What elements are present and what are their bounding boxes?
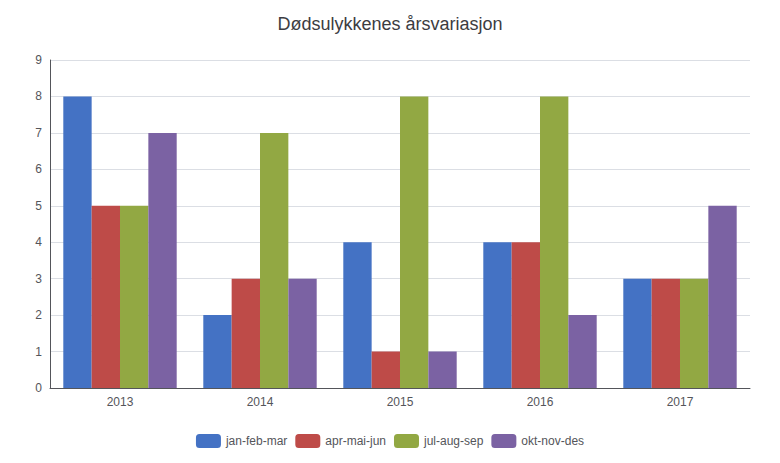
svg-text:2014: 2014 [247,395,274,409]
svg-text:5: 5 [35,199,42,213]
svg-text:9: 9 [35,53,42,67]
svg-text:2013: 2013 [107,395,134,409]
svg-text:3: 3 [35,272,42,286]
svg-text:2016: 2016 [527,395,554,409]
svg-text:4: 4 [35,235,42,249]
svg-text:jan-feb-mar: jan-feb-mar [225,434,287,448]
svg-text:1: 1 [35,345,42,359]
svg-text:2017: 2017 [667,395,694,409]
svg-text:2015: 2015 [387,395,414,409]
svg-text:8: 8 [35,89,42,103]
svg-text:0: 0 [35,381,42,395]
svg-text:6: 6 [35,162,42,176]
svg-text:Dødsulykkenes årsvariasjon: Dødsulykkenes årsvariasjon [277,14,502,34]
svg-text:okt-nov-des: okt-nov-des [521,434,584,448]
svg-text:apr-mai-jun: apr-mai-jun [325,434,386,448]
svg-text:2: 2 [35,308,42,322]
svg-text:jul-aug-sep: jul-aug-sep [423,434,484,448]
svg-text:7: 7 [35,126,42,140]
